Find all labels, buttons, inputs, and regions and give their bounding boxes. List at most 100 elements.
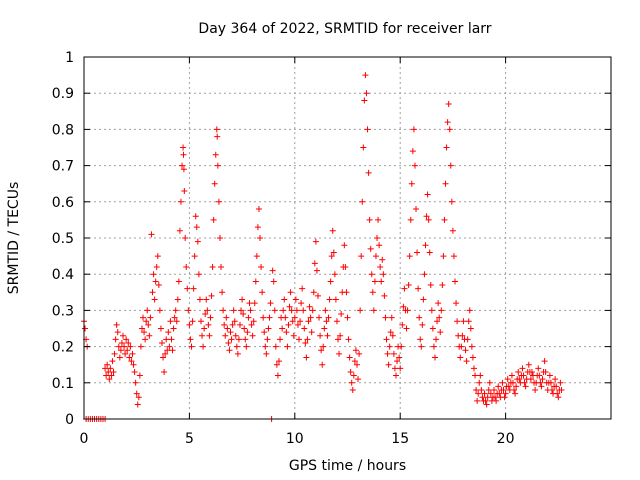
data-point <box>209 263 216 270</box>
data-point <box>129 350 136 357</box>
data-point <box>147 314 154 321</box>
data-point <box>116 354 123 361</box>
data-point <box>457 354 464 361</box>
data-point <box>317 332 324 339</box>
data-point <box>128 358 135 365</box>
data-point <box>511 387 518 394</box>
data-point <box>419 321 426 328</box>
data-point <box>185 307 192 314</box>
data-point <box>411 162 418 169</box>
data-point <box>152 278 159 285</box>
data-point <box>263 350 270 357</box>
data-point <box>552 376 559 383</box>
data-point <box>483 401 490 408</box>
data-point <box>329 227 336 234</box>
data-point <box>353 361 360 368</box>
data-point <box>492 394 499 401</box>
data-point <box>425 216 432 223</box>
data-point <box>449 227 456 234</box>
data-point <box>536 372 543 379</box>
data-point <box>363 90 370 97</box>
data-point <box>205 321 212 328</box>
data-point <box>173 318 180 325</box>
data-point <box>314 292 321 299</box>
data-point <box>234 350 241 357</box>
data-point <box>332 296 339 303</box>
data-point <box>121 343 128 350</box>
data-point <box>262 343 269 350</box>
data-point <box>293 307 300 314</box>
data-point <box>230 307 237 314</box>
data-point <box>177 198 184 205</box>
data-point <box>440 253 447 260</box>
data-point <box>484 394 491 401</box>
data-point <box>541 358 548 365</box>
data-point <box>175 278 182 285</box>
chart-title: Day 364 of 2022, SRMTID for receiver lar… <box>198 21 491 37</box>
data-point <box>537 379 544 386</box>
data-point <box>532 387 539 394</box>
data-point <box>477 372 484 379</box>
data-point <box>422 242 429 249</box>
data-point <box>143 318 150 325</box>
data-point <box>509 379 516 386</box>
data-point <box>441 216 448 223</box>
data-point <box>176 227 183 234</box>
data-point <box>249 332 256 339</box>
data-point <box>452 278 459 285</box>
data-point <box>303 354 310 361</box>
data-point <box>447 162 454 169</box>
data-point <box>394 358 401 365</box>
data-point <box>189 318 196 325</box>
data-point <box>485 387 492 394</box>
data-point <box>264 336 271 343</box>
data-point <box>220 307 227 314</box>
data-point <box>400 303 407 310</box>
data-point <box>267 300 274 307</box>
data-point <box>554 390 561 397</box>
data-point <box>243 343 250 350</box>
data-point <box>124 347 131 354</box>
data-point <box>313 267 320 274</box>
data-point <box>215 198 222 205</box>
data-point <box>194 238 201 245</box>
data-point <box>521 379 528 386</box>
data-point <box>479 394 486 401</box>
data-point <box>240 311 247 318</box>
data-point <box>320 343 327 350</box>
data-point <box>504 376 511 383</box>
data-point <box>388 314 395 321</box>
data-point <box>191 253 198 260</box>
data-point <box>115 343 122 350</box>
data-point <box>342 263 349 270</box>
data-point <box>364 126 371 133</box>
data-point <box>275 358 282 365</box>
data-point <box>435 300 442 307</box>
data-point <box>287 289 294 296</box>
data-point <box>197 318 204 325</box>
data-point <box>371 278 378 285</box>
data-point <box>535 365 542 372</box>
data-point <box>140 314 147 321</box>
data-point <box>162 350 169 357</box>
data-point <box>438 307 445 314</box>
data-point <box>180 151 187 158</box>
data-point <box>146 332 153 339</box>
data-point <box>553 383 560 390</box>
data-point <box>226 347 233 354</box>
data-point <box>344 314 351 321</box>
data-point <box>439 282 446 289</box>
data-point <box>253 253 260 260</box>
data-point <box>427 282 434 289</box>
data-point <box>470 365 477 372</box>
data-point <box>548 387 555 394</box>
data-point <box>231 318 238 325</box>
data-point <box>169 347 176 354</box>
data-point <box>180 144 187 151</box>
data-point <box>114 329 121 336</box>
data-point <box>326 296 333 303</box>
data-point <box>372 253 379 260</box>
data-point <box>171 314 178 321</box>
data-point <box>328 253 335 260</box>
data-point <box>502 390 509 397</box>
